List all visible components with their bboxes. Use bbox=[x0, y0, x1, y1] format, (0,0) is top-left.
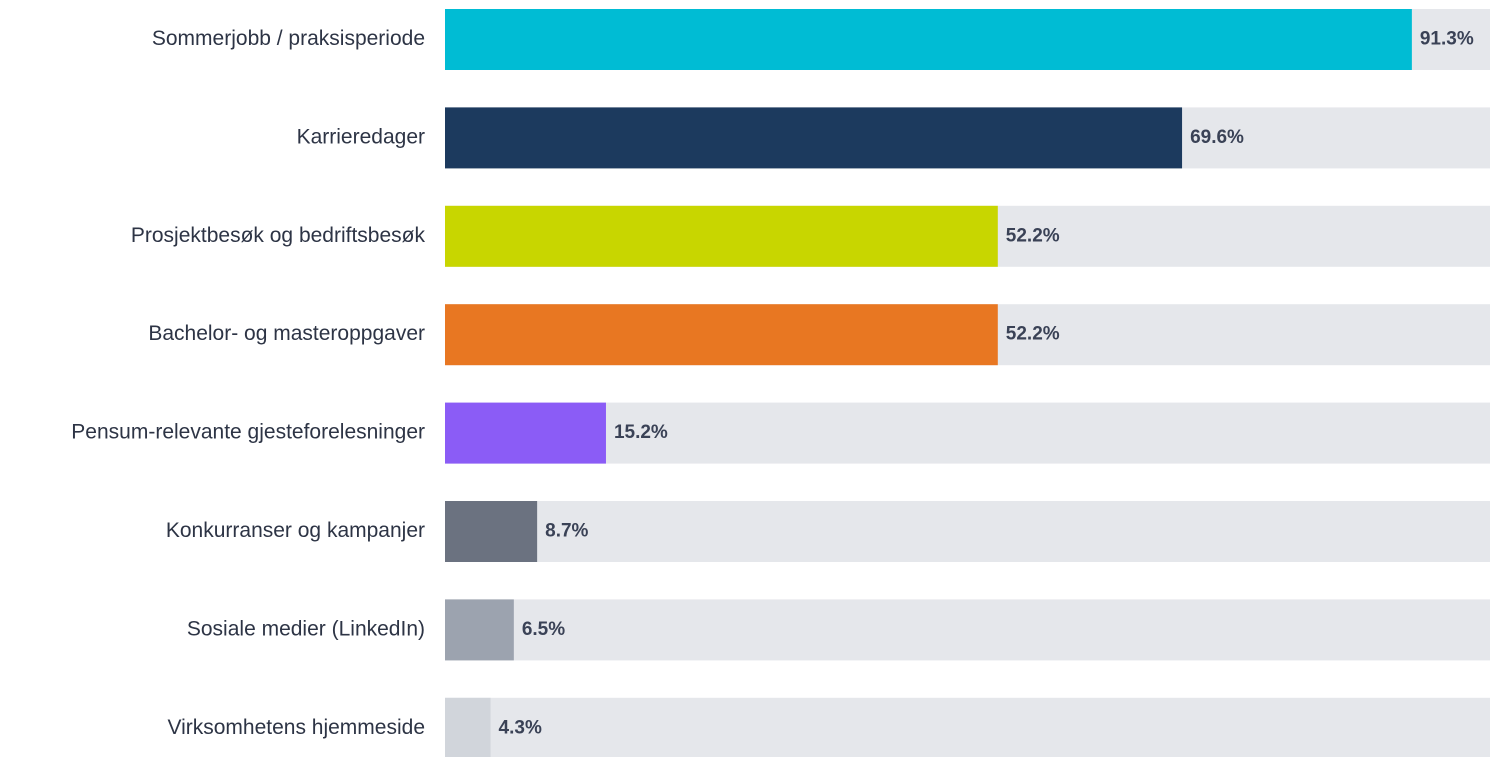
bar bbox=[445, 599, 514, 661]
value-label: 69.6% bbox=[1190, 127, 1244, 148]
bar bbox=[445, 107, 1183, 169]
category-label: Prosjektbesøk og bedriftsbesøk bbox=[131, 224, 426, 247]
value-label: 91.3% bbox=[1420, 29, 1474, 50]
category-label: Konkurranser og kampanjer bbox=[166, 519, 425, 542]
bar bbox=[445, 9, 1412, 70]
value-label: 6.5% bbox=[522, 619, 565, 640]
category-label: Pensum-relevante gjesteforelesninger bbox=[71, 421, 425, 444]
bar bbox=[445, 402, 606, 464]
value-label: 52.2% bbox=[1006, 225, 1060, 246]
bar bbox=[445, 501, 538, 562]
category-label: Sosiale medier (LinkedIn) bbox=[187, 617, 425, 640]
value-label: 15.2% bbox=[614, 422, 668, 443]
category-label: Sommerjobb / praksisperiode bbox=[152, 27, 425, 50]
bar bbox=[445, 697, 491, 757]
category-label: Virksomhetens hjemmeside bbox=[167, 716, 425, 739]
value-label: 8.7% bbox=[545, 521, 588, 542]
category-label: Bachelor- og masteroppgaver bbox=[148, 322, 425, 345]
category-label: Karrieredager bbox=[297, 125, 425, 148]
bar-track bbox=[445, 697, 1490, 757]
bar bbox=[445, 304, 998, 366]
bar-track bbox=[445, 402, 1490, 464]
bar-track bbox=[445, 501, 1490, 562]
value-label: 4.3% bbox=[499, 717, 542, 738]
value-label: 52.2% bbox=[1006, 324, 1060, 345]
bar bbox=[445, 205, 998, 267]
bar-track bbox=[445, 599, 1490, 661]
